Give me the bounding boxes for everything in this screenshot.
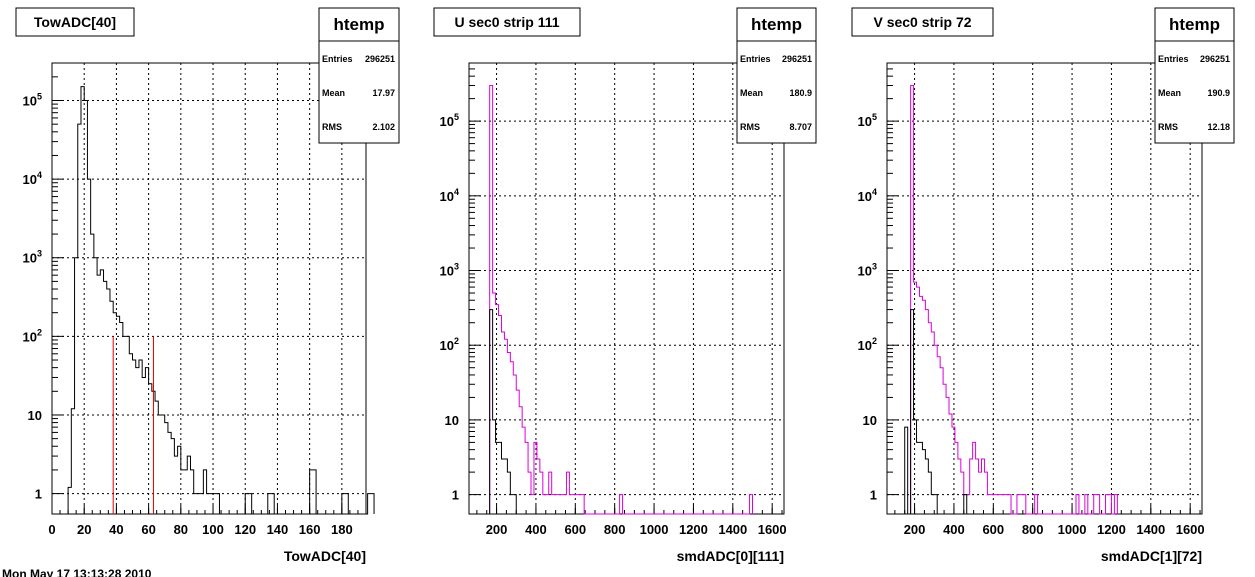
plot-frame [886,62,1203,515]
stats-box [1154,7,1235,144]
y-tick-label: 105 [858,112,877,129]
chart-title: U sec0 strip 111 [454,14,559,30]
y-tick-label: 10 [863,413,877,428]
x-tick-label: 600 [982,522,1004,537]
x-tick-label: 120 [234,522,256,537]
y-tick-label: 103 [858,262,877,279]
stats-value: 190.9 [1207,88,1230,98]
stats-label: Mean [1158,88,1181,98]
y-tick-label: 104 [858,187,877,204]
stats-label: Entries [322,54,353,64]
x-tick-label: 400 [943,522,965,537]
y-tick-label: 103 [440,262,459,279]
x-axis-label: TowADC[40] [284,548,366,564]
title-box [851,7,994,37]
y-tick-label: 105 [23,92,42,109]
stats-label: Entries [1158,54,1189,64]
y-tick-label: 104 [23,170,42,187]
plot-frame [468,62,785,515]
x-tick-label: 200 [904,522,926,537]
x-tick-label: 800 [604,522,626,537]
histogram-series-1 [489,84,753,515]
x-axis-label: smdADC[1][72] [1101,548,1202,564]
histogram-series-1 [67,86,375,515]
stats-label: RMS [740,122,760,132]
histogram-panel-3: 200 400 600 800 1000 1200 1400 1600 1 10 102 103 104… [851,7,1235,564]
title-box [15,7,135,37]
x-tick-label: 180 [331,522,353,537]
x-axis-label: smdADC[0][111] [677,548,784,564]
stats-value: 296251 [782,54,812,64]
stats-name: htemp [1169,15,1220,34]
x-tick-label: 1600 [1176,522,1205,537]
x-tick-label: 160 [299,522,321,537]
x-tick-label: 80 [174,522,188,537]
stats-name: htemp [334,15,385,34]
y-tick-label: 10 [28,408,42,423]
x-tick-label: 140 [267,522,289,537]
x-tick-label: 200 [486,522,508,537]
histogram-series-2 [489,309,517,514]
y-tick-label: 102 [858,336,877,353]
x-tick-label: 1000 [1058,522,1087,537]
x-tick-label: 1600 [758,522,787,537]
x-tick-label: 20 [77,522,91,537]
stats-label: Mean [322,88,345,98]
stats-value: 296251 [365,54,395,64]
x-tick-label: 400 [525,522,547,537]
stats-value: 2.102 [372,122,395,132]
stats-name: htemp [751,15,802,34]
y-tick-label: 102 [23,327,42,344]
plot-frame [51,62,367,515]
x-tick-label: 0 [48,522,55,537]
x-tick-label: 1400 [718,522,747,537]
stats-label: RMS [1158,122,1178,132]
x-tick-label: 100 [202,522,224,537]
chart-title: TowADC[40] [34,14,116,30]
y-tick-label: 1 [452,488,459,503]
stats-box [318,7,400,144]
footer-timestamp: Mon May 17 13:13:28 2010 [2,567,152,577]
x-tick-label: 40 [109,522,123,537]
x-tick-label: 1000 [640,522,669,537]
x-tick-label: 600 [564,522,586,537]
stats-value: 180.9 [789,88,812,98]
title-box [433,7,581,37]
stats-label: Mean [740,88,763,98]
histogram-panel-2: 200 400 600 800 1000 1200 1400 1600 1 10 102 103 104… [433,7,817,564]
stats-label: RMS [322,122,342,132]
stats-value: 17.97 [372,88,395,98]
y-tick-label: 105 [440,112,459,129]
histogram-series-2 [904,309,968,515]
histogram-panel-1: 0 20 40 60 80 100 120 140 160 180 1 10 102 103 104 105 T… [15,7,400,564]
stats-value: 8.707 [789,122,812,132]
histogram-series-1 [910,84,1118,515]
x-tick-label: 1200 [679,522,708,537]
x-tick-label: 60 [141,522,155,537]
stats-value: 296251 [1200,54,1230,64]
x-tick-label: 1200 [1097,522,1126,537]
y-tick-label: 103 [23,249,42,266]
chart-title: V sec0 strip 72 [873,14,971,30]
y-tick-label: 104 [440,187,459,204]
stats-box [736,7,817,144]
y-tick-label: 102 [440,336,459,353]
x-tick-label: 1400 [1136,522,1165,537]
stats-label: Entries [740,54,771,64]
stats-value: 12.18 [1207,122,1230,132]
y-tick-label: 1 [870,488,877,503]
y-tick-label: 1 [35,487,42,502]
y-tick-label: 10 [445,413,459,428]
x-tick-label: 800 [1022,522,1044,537]
